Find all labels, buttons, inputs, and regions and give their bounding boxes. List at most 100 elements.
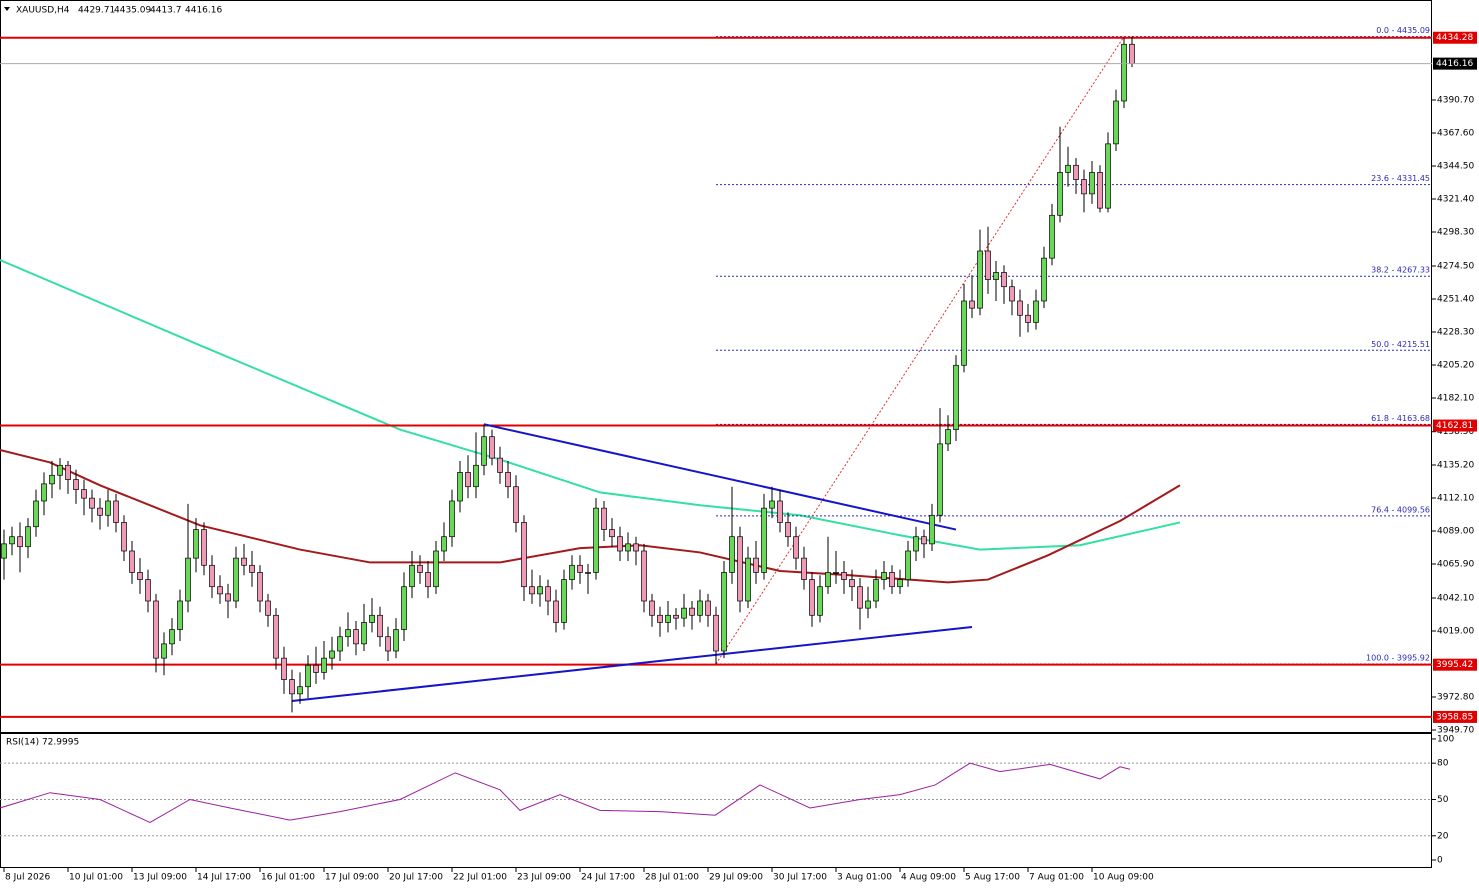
candle-body bbox=[1017, 300, 1023, 316]
price-tag-label: 3995.42 bbox=[1436, 660, 1473, 670]
candle-body bbox=[809, 579, 815, 616]
y-tick-label: 3949.70 bbox=[1437, 726, 1474, 736]
candle-body bbox=[393, 629, 399, 652]
x-tick-label: 20 Jul 17:00 bbox=[389, 873, 443, 883]
candle-body bbox=[1009, 286, 1015, 302]
candle-body bbox=[945, 429, 951, 445]
trendline bbox=[291, 626, 973, 702]
x-tick-label: 17 Jul 09:00 bbox=[325, 873, 379, 883]
candle-body bbox=[265, 600, 271, 616]
y-tick-label: 4367.60 bbox=[1437, 129, 1474, 139]
candle-body bbox=[49, 474, 55, 485]
candle-body bbox=[929, 514, 935, 545]
candle-body bbox=[921, 536, 927, 545]
candle-body bbox=[601, 507, 607, 530]
candle-body bbox=[729, 536, 735, 573]
candle-body bbox=[769, 500, 775, 509]
candle-body bbox=[1105, 143, 1111, 209]
candle-body bbox=[849, 579, 855, 588]
candle-body bbox=[105, 500, 111, 516]
menu-icon[interactable] bbox=[4, 7, 10, 11]
fib-label: 61.8 - 4163.68 bbox=[1371, 414, 1430, 423]
candle-body bbox=[353, 629, 359, 645]
fib-label: 100.0 - 3995.92 bbox=[1366, 653, 1430, 662]
candle-body bbox=[193, 529, 199, 559]
candle-body bbox=[777, 500, 783, 523]
candle-body bbox=[289, 679, 295, 695]
candle-body bbox=[961, 300, 967, 366]
candle-body bbox=[345, 629, 351, 638]
candle-body bbox=[753, 557, 759, 573]
candle-body bbox=[969, 300, 975, 309]
candle-body bbox=[737, 536, 743, 602]
candle-body bbox=[1081, 179, 1087, 195]
candle-body bbox=[1073, 164, 1079, 180]
candle-body bbox=[473, 464, 479, 488]
candle-body bbox=[1097, 172, 1103, 209]
candle-body bbox=[697, 600, 703, 616]
candle-body bbox=[1, 543, 7, 559]
x-tick-label: 8 Jul 2026 bbox=[5, 873, 50, 883]
candle-body bbox=[905, 550, 911, 580]
candle-body bbox=[913, 536, 919, 552]
candle-body bbox=[1129, 43, 1135, 64]
candle-body bbox=[881, 572, 887, 580]
y-tick-label: 80 bbox=[1437, 759, 1449, 769]
candle-body bbox=[449, 500, 455, 538]
candle-body bbox=[201, 529, 207, 566]
candle-body bbox=[321, 657, 327, 673]
candle-body bbox=[313, 664, 319, 673]
candle-body bbox=[153, 600, 159, 659]
y-tick-label: 0 bbox=[1437, 856, 1443, 866]
symbol-title: XAUUSD,H4 bbox=[16, 6, 70, 16]
candle-body bbox=[1001, 272, 1007, 288]
candle-body bbox=[113, 500, 119, 523]
x-tick-label: 22 Jul 01:00 bbox=[453, 873, 507, 883]
candle-body bbox=[17, 536, 23, 548]
candle-body bbox=[33, 500, 39, 528]
candle-body bbox=[577, 564, 583, 573]
candle-body bbox=[129, 550, 135, 573]
price-tag bbox=[1433, 31, 1477, 44]
candle-body bbox=[217, 586, 223, 595]
candle-body bbox=[145, 579, 151, 602]
candle-body bbox=[609, 529, 615, 538]
candle-body bbox=[633, 543, 639, 552]
candle-body bbox=[225, 593, 231, 602]
candle-body bbox=[481, 436, 487, 466]
candle-body bbox=[585, 572, 591, 574]
candle-body bbox=[793, 536, 799, 559]
candle-body bbox=[665, 614, 671, 623]
x-tick-label: 29 Jul 09:00 bbox=[709, 873, 763, 883]
candle-body bbox=[833, 572, 839, 574]
candle-body bbox=[865, 600, 871, 609]
candle-body bbox=[977, 250, 983, 309]
candle-body bbox=[649, 600, 655, 616]
candle-body bbox=[329, 650, 335, 659]
candle-body bbox=[457, 472, 463, 502]
candle-body bbox=[497, 457, 503, 473]
header-open: 4429.71 bbox=[78, 6, 115, 16]
y-tick-label: 4321.40 bbox=[1437, 195, 1474, 205]
candle-body bbox=[1089, 172, 1095, 195]
candle-body bbox=[9, 536, 15, 545]
candle-body bbox=[169, 629, 175, 645]
candle-body bbox=[249, 564, 255, 573]
candle-body bbox=[513, 486, 519, 523]
candle-body bbox=[97, 507, 103, 516]
candle-body bbox=[1121, 43, 1127, 102]
candle-body bbox=[281, 657, 287, 680]
y-tick-label: 4089.00 bbox=[1437, 527, 1474, 537]
x-tick-label: 10 Jul 01:00 bbox=[69, 873, 123, 883]
trendline bbox=[483, 423, 957, 531]
x-tick-label: 24 Jul 17:00 bbox=[581, 873, 635, 883]
y-tick-label: 4158.50 bbox=[1437, 427, 1474, 437]
candle-body bbox=[385, 636, 391, 652]
x-tick-label: 3 Aug 01:00 bbox=[837, 873, 892, 883]
candle-body bbox=[873, 579, 879, 602]
candle-body bbox=[825, 572, 831, 588]
candle-body bbox=[1049, 214, 1055, 259]
y-tick-label: 4135.20 bbox=[1437, 461, 1474, 471]
candle-body bbox=[553, 600, 559, 623]
fib-label: 0.0 - 4435.09 bbox=[1376, 26, 1430, 35]
